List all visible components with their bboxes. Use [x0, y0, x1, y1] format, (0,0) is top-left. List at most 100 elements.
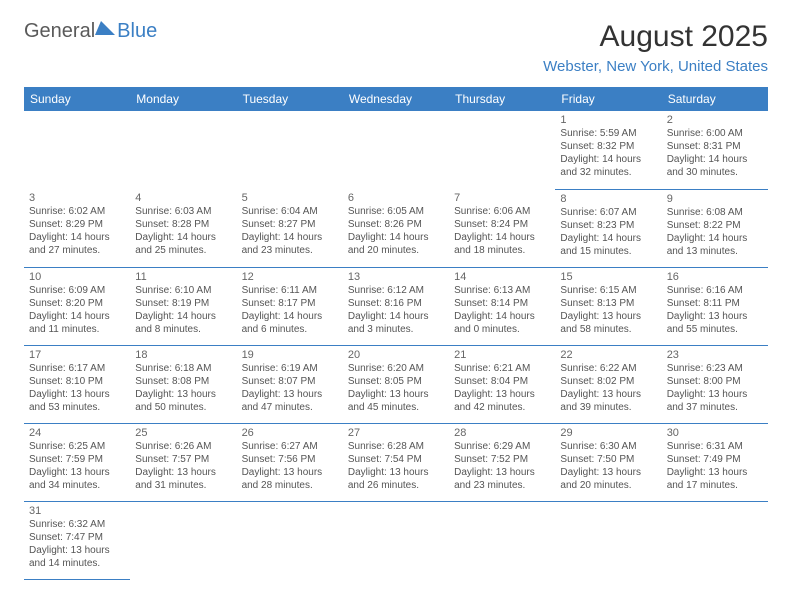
calendar-row: 1Sunrise: 5:59 AMSunset: 8:32 PMDaylight…	[24, 111, 768, 189]
calendar-cell	[130, 111, 236, 189]
logo: General Blue	[24, 20, 157, 43]
calendar-cell: 18Sunrise: 6:18 AMSunset: 8:08 PMDayligh…	[130, 345, 236, 423]
title-block: August 2025 Webster, New York, United St…	[543, 20, 768, 75]
daylight-text: Daylight: 13 hours and 17 minutes.	[667, 466, 763, 492]
calendar-cell: 16Sunrise: 6:16 AMSunset: 8:11 PMDayligh…	[662, 267, 768, 345]
sunrise-text: Sunrise: 6:29 AM	[454, 440, 550, 453]
day-number: 22	[560, 349, 656, 361]
sunrise-text: Sunrise: 6:31 AM	[667, 440, 763, 453]
daylight-text: Daylight: 14 hours and 13 minutes.	[667, 232, 763, 258]
calendar-cell: 25Sunrise: 6:26 AMSunset: 7:57 PMDayligh…	[130, 423, 236, 501]
daylight-text: Daylight: 14 hours and 11 minutes.	[29, 310, 125, 336]
day-number: 31	[29, 505, 125, 517]
sunset-text: Sunset: 8:11 PM	[667, 297, 763, 310]
sunset-text: Sunset: 7:50 PM	[560, 453, 656, 466]
day-number: 9	[667, 193, 763, 205]
col-tuesday: Tuesday	[237, 87, 343, 111]
daylight-text: Daylight: 13 hours and 45 minutes.	[348, 388, 444, 414]
daylight-text: Daylight: 14 hours and 8 minutes.	[135, 310, 231, 336]
calendar-body: 1Sunrise: 5:59 AMSunset: 8:32 PMDaylight…	[24, 111, 768, 579]
daylight-text: Daylight: 14 hours and 6 minutes.	[242, 310, 338, 336]
calendar-cell: 10Sunrise: 6:09 AMSunset: 8:20 PMDayligh…	[24, 267, 130, 345]
sunset-text: Sunset: 8:14 PM	[454, 297, 550, 310]
daylight-text: Daylight: 14 hours and 3 minutes.	[348, 310, 444, 336]
calendar-cell: 29Sunrise: 6:30 AMSunset: 7:50 PMDayligh…	[555, 423, 661, 501]
daylight-text: Daylight: 13 hours and 31 minutes.	[135, 466, 231, 492]
calendar-row: 24Sunrise: 6:25 AMSunset: 7:59 PMDayligh…	[24, 423, 768, 501]
sunset-text: Sunset: 8:24 PM	[454, 218, 550, 231]
day-number: 21	[454, 349, 550, 361]
sunrise-text: Sunrise: 6:00 AM	[667, 127, 763, 140]
daylight-text: Daylight: 14 hours and 0 minutes.	[454, 310, 550, 336]
day-number: 29	[560, 427, 656, 439]
calendar-cell: 27Sunrise: 6:28 AMSunset: 7:54 PMDayligh…	[343, 423, 449, 501]
sunrise-text: Sunrise: 6:20 AM	[348, 362, 444, 375]
sunrise-text: Sunrise: 6:17 AM	[29, 362, 125, 375]
day-number: 12	[242, 271, 338, 283]
day-number: 26	[242, 427, 338, 439]
daylight-text: Daylight: 13 hours and 34 minutes.	[29, 466, 125, 492]
col-saturday: Saturday	[662, 87, 768, 111]
sunrise-text: Sunrise: 6:22 AM	[560, 362, 656, 375]
calendar-cell: 11Sunrise: 6:10 AMSunset: 8:19 PMDayligh…	[130, 267, 236, 345]
calendar-cell: 31Sunrise: 6:32 AMSunset: 7:47 PMDayligh…	[24, 501, 130, 579]
calendar-cell: 23Sunrise: 6:23 AMSunset: 8:00 PMDayligh…	[662, 345, 768, 423]
daylight-text: Daylight: 14 hours and 20 minutes.	[348, 231, 444, 257]
day-number: 11	[135, 271, 231, 283]
sunset-text: Sunset: 7:57 PM	[135, 453, 231, 466]
daylight-text: Daylight: 14 hours and 15 minutes.	[560, 232, 656, 258]
daylight-text: Daylight: 13 hours and 58 minutes.	[560, 310, 656, 336]
sunset-text: Sunset: 8:10 PM	[29, 375, 125, 388]
day-number: 14	[454, 271, 550, 283]
logo-sail-icon	[95, 21, 115, 35]
sunrise-text: Sunrise: 6:19 AM	[242, 362, 338, 375]
sunset-text: Sunset: 7:56 PM	[242, 453, 338, 466]
sunrise-text: Sunrise: 6:27 AM	[242, 440, 338, 453]
day-number: 3	[29, 192, 125, 204]
sunrise-text: Sunrise: 6:30 AM	[560, 440, 656, 453]
sunrise-text: Sunrise: 6:07 AM	[560, 206, 656, 219]
sunrise-text: Sunrise: 6:02 AM	[29, 205, 125, 218]
location-label: Webster, New York, United States	[543, 58, 768, 75]
calendar-cell: 6Sunrise: 6:05 AMSunset: 8:26 PMDaylight…	[343, 189, 449, 267]
calendar-cell: 2Sunrise: 6:00 AMSunset: 8:31 PMDaylight…	[662, 111, 768, 189]
sunrise-text: Sunrise: 6:18 AM	[135, 362, 231, 375]
sunrise-text: Sunrise: 6:15 AM	[560, 284, 656, 297]
sunset-text: Sunset: 8:08 PM	[135, 375, 231, 388]
day-number: 20	[348, 349, 444, 361]
sunset-text: Sunset: 8:27 PM	[242, 218, 338, 231]
day-number: 18	[135, 349, 231, 361]
calendar-cell	[237, 501, 343, 579]
daylight-text: Daylight: 13 hours and 20 minutes.	[560, 466, 656, 492]
sunset-text: Sunset: 8:32 PM	[560, 140, 656, 153]
daylight-text: Daylight: 14 hours and 23 minutes.	[242, 231, 338, 257]
sunset-text: Sunset: 7:47 PM	[29, 531, 125, 544]
day-number: 7	[454, 192, 550, 204]
daylight-text: Daylight: 14 hours and 25 minutes.	[135, 231, 231, 257]
sunset-text: Sunset: 7:54 PM	[348, 453, 444, 466]
day-number: 6	[348, 192, 444, 204]
col-sunday: Sunday	[24, 87, 130, 111]
sunrise-text: Sunrise: 6:06 AM	[454, 205, 550, 218]
daylight-text: Daylight: 13 hours and 53 minutes.	[29, 388, 125, 414]
day-number: 16	[667, 271, 763, 283]
sunrise-text: Sunrise: 6:23 AM	[667, 362, 763, 375]
day-number: 2	[667, 114, 763, 126]
daylight-text: Daylight: 13 hours and 55 minutes.	[667, 310, 763, 336]
daylight-text: Daylight: 13 hours and 14 minutes.	[29, 544, 125, 570]
calendar-cell	[449, 111, 555, 189]
sunrise-text: Sunrise: 6:13 AM	[454, 284, 550, 297]
calendar-cell: 9Sunrise: 6:08 AMSunset: 8:22 PMDaylight…	[662, 189, 768, 267]
sunset-text: Sunset: 8:05 PM	[348, 375, 444, 388]
calendar-cell: 13Sunrise: 6:12 AMSunset: 8:16 PMDayligh…	[343, 267, 449, 345]
calendar-row: 17Sunrise: 6:17 AMSunset: 8:10 PMDayligh…	[24, 345, 768, 423]
day-number: 10	[29, 271, 125, 283]
day-number: 27	[348, 427, 444, 439]
daylight-text: Daylight: 14 hours and 18 minutes.	[454, 231, 550, 257]
calendar-cell	[449, 501, 555, 579]
sunset-text: Sunset: 7:59 PM	[29, 453, 125, 466]
sunset-text: Sunset: 8:16 PM	[348, 297, 444, 310]
calendar-row: 31Sunrise: 6:32 AMSunset: 7:47 PMDayligh…	[24, 501, 768, 579]
calendar-cell: 5Sunrise: 6:04 AMSunset: 8:27 PMDaylight…	[237, 189, 343, 267]
day-number: 8	[560, 193, 656, 205]
